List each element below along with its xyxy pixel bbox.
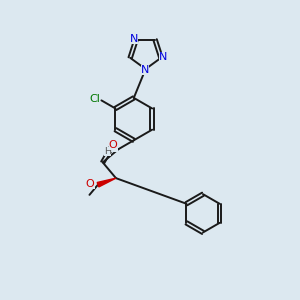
Text: O: O (109, 140, 117, 150)
Text: N: N (130, 34, 138, 44)
Text: N: N (109, 142, 118, 152)
Text: Cl: Cl (89, 94, 100, 104)
Text: N: N (159, 52, 167, 62)
Text: O: O (86, 179, 94, 189)
Polygon shape (97, 178, 116, 187)
Text: H: H (104, 147, 111, 156)
Text: N: N (141, 64, 149, 75)
